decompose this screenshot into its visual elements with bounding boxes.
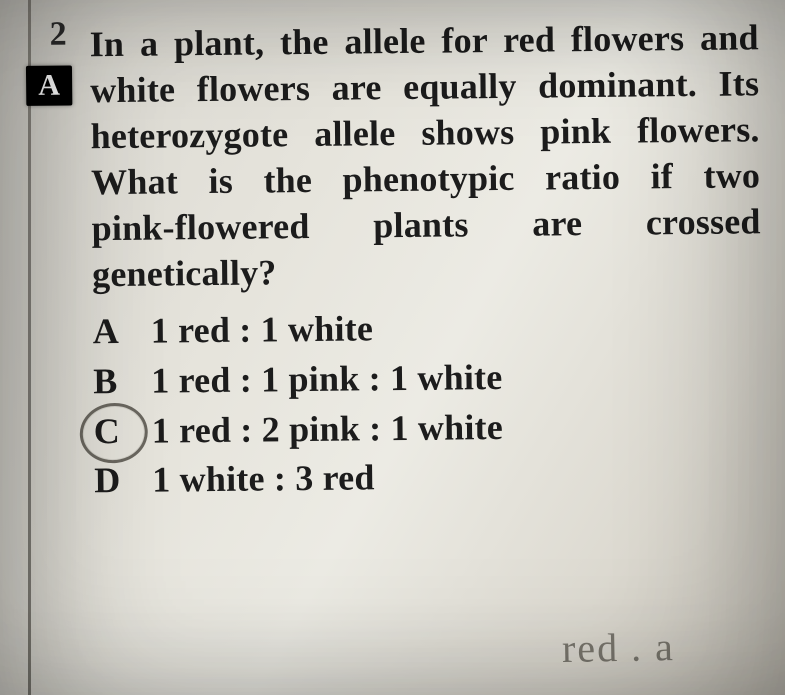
option-letter: D (94, 456, 153, 506)
difficulty-tag: A (26, 65, 72, 105)
option-row: D 1 white : 3 red (94, 450, 763, 507)
option-row: A 1 red : 1 white (92, 301, 761, 358)
option-letter: B (93, 357, 152, 407)
question-block: 2 A In a plant, the allele for red flowe… (43, 14, 763, 507)
option-text: 1 red : 1 pink : 1 white (151, 353, 503, 406)
option-row: B 1 red : 1 pink : 1 white (93, 350, 762, 407)
question-number: 2 (49, 16, 66, 54)
question-stem: In a plant, the allele for red flowers a… (89, 14, 761, 297)
handwritten-note: red . a (562, 623, 676, 672)
option-text: 1 red : 1 white (150, 305, 373, 357)
option-letter: A (92, 307, 151, 357)
options-list: A 1 red : 1 white B 1 red : 1 pink : 1 w… (92, 301, 763, 507)
option-text: 1 white : 3 red (152, 454, 375, 506)
option-row: C 1 red : 2 pink : 1 white (94, 400, 763, 457)
option-text: 1 red : 2 pink : 1 white (152, 403, 504, 456)
